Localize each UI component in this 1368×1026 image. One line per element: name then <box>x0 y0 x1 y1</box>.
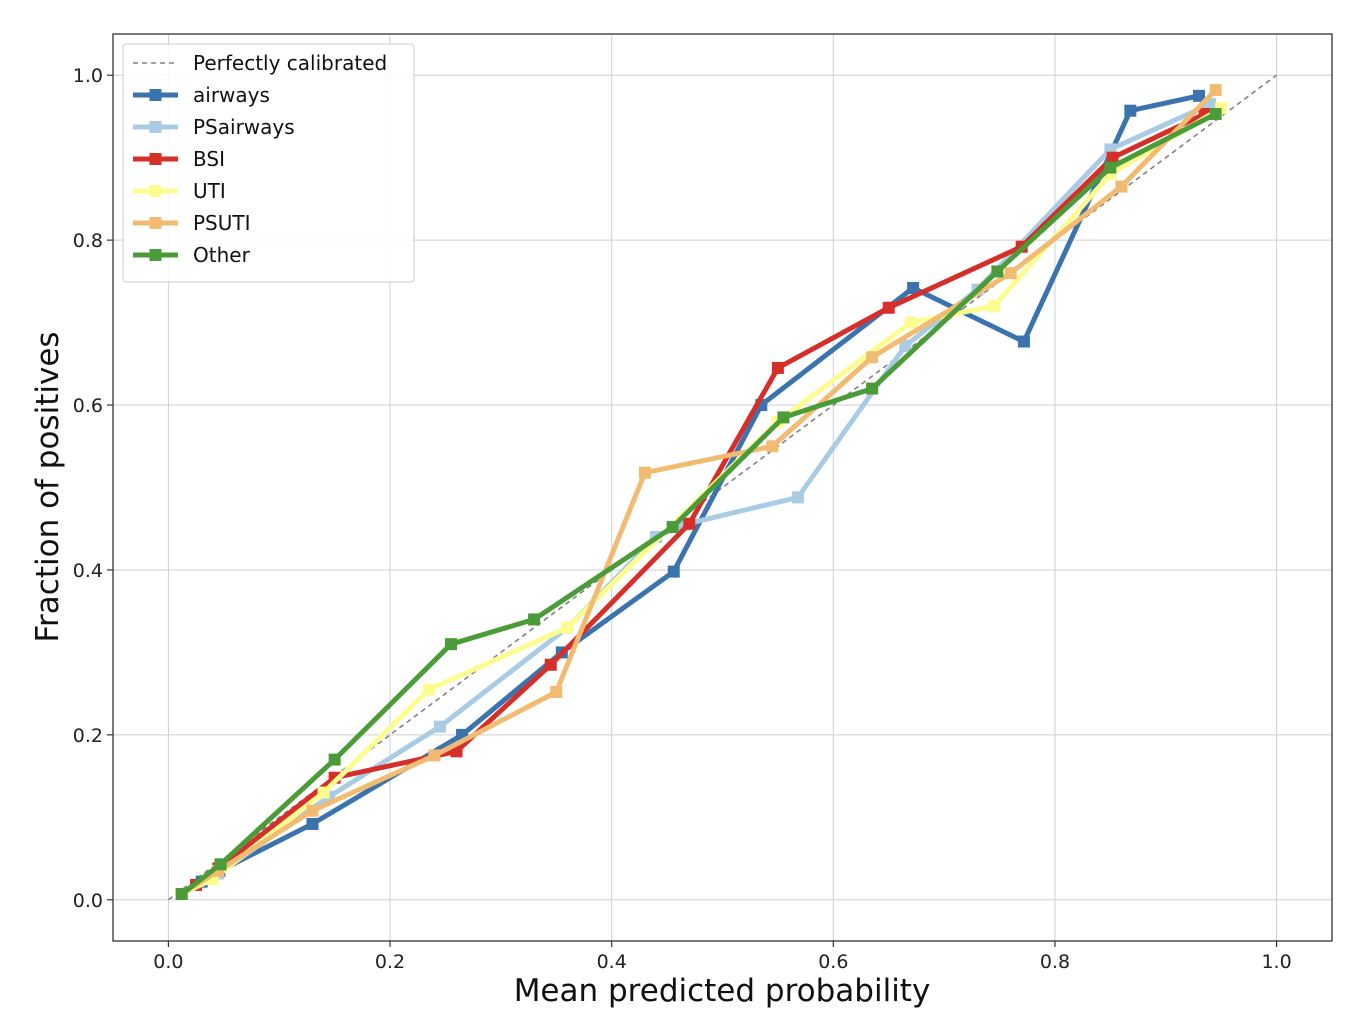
data-point-bsi <box>544 658 557 671</box>
y-tick-label: 0.6 <box>73 395 103 417</box>
data-point-other <box>214 858 227 871</box>
y-tick-label: 0.0 <box>73 890 103 912</box>
x-axis-label: Mean predicted probability <box>514 973 931 1009</box>
data-point-other <box>328 753 341 766</box>
data-point-airways <box>1124 104 1137 117</box>
data-point-other <box>991 265 1004 278</box>
y-axis-ticks: 0.0 0.2 0.4 0.6 0.8 1.0 <box>73 65 113 912</box>
data-point-psuti <box>638 466 651 479</box>
y-tick-label: 0.8 <box>73 230 103 252</box>
data-point-other <box>777 411 790 424</box>
series-layer <box>175 84 1228 901</box>
data-point-airways <box>907 281 920 294</box>
data-point-psuti <box>766 440 779 453</box>
legend-label-airways: airways <box>193 83 270 107</box>
x-axis-ticks: 0.0 0.2 0.4 0.6 0.8 1.0 <box>153 941 1292 973</box>
x-tick-label: 0.6 <box>818 951 848 973</box>
plot-area-frame <box>112 33 1333 942</box>
legend-label-perfectly-calibrated: Perfectly calibrated <box>193 51 387 75</box>
data-point-psuti <box>428 749 441 762</box>
legend-label-bsi: BSI <box>193 147 225 171</box>
x-tick-label: 0.4 <box>597 951 627 973</box>
data-point-uti <box>561 621 574 634</box>
x-tick-label: 0.8 <box>1040 951 1070 973</box>
data-point-bsi <box>1106 151 1119 164</box>
legend: Perfectly calibrated airways PSairways BSI U… <box>122 43 415 283</box>
data-point-psuti <box>1209 84 1222 97</box>
legend-marker-psairways <box>149 121 162 133</box>
y-tick-label: 1.0 <box>73 65 103 87</box>
data-point-other <box>1209 107 1222 120</box>
legend-label-other: Other <box>193 243 251 267</box>
legend-marker-psuti <box>149 217 162 229</box>
legend-label-uti: UTI <box>193 179 226 203</box>
data-point-other <box>866 382 879 395</box>
data-point-uti <box>988 300 1001 313</box>
y-tick-label: 0.2 <box>73 725 103 747</box>
grid <box>113 34 1332 941</box>
data-point-uti <box>317 786 330 799</box>
legend-marker-uti <box>149 185 162 197</box>
data-point-airways <box>306 817 319 830</box>
data-point-psairways <box>791 491 804 504</box>
legend-marker-bsi <box>149 153 162 165</box>
data-point-airways <box>1017 335 1030 348</box>
data-point-other <box>528 613 541 626</box>
data-point-bsi <box>882 301 895 314</box>
legend-marker-other <box>149 249 162 261</box>
data-point-bsi <box>450 745 463 758</box>
data-point-psairways <box>899 339 912 352</box>
data-point-other <box>175 888 188 901</box>
series-other <box>175 107 1222 901</box>
data-point-psairways <box>433 720 446 733</box>
legend-marker-airways <box>149 89 162 101</box>
legend-box <box>122 43 415 283</box>
y-axis-label: Fraction of positives <box>30 331 66 642</box>
y-tick-label: 0.4 <box>73 560 103 582</box>
data-point-airways <box>1193 89 1206 102</box>
data-point-airways <box>667 565 680 578</box>
data-point-psuti <box>866 351 879 364</box>
data-point-other <box>444 638 457 651</box>
data-point-psuti <box>1115 180 1128 193</box>
data-point-bsi <box>771 361 784 374</box>
data-point-psuti <box>550 685 563 698</box>
x-tick-label: 0.0 <box>153 951 183 973</box>
data-point-other <box>666 521 679 534</box>
legend-label-psairways: PSairways <box>193 115 295 139</box>
legend-label-psuti: PSUTI <box>193 211 251 235</box>
data-point-other <box>1104 161 1117 174</box>
x-tick-label: 1.0 <box>1261 951 1291 973</box>
data-point-psuti <box>1004 267 1017 280</box>
data-point-bsi <box>683 517 696 530</box>
data-point-uti <box>904 316 917 329</box>
data-point-uti <box>422 683 435 696</box>
data-point-psuti <box>306 804 319 817</box>
x-tick-label: 0.2 <box>375 951 405 973</box>
